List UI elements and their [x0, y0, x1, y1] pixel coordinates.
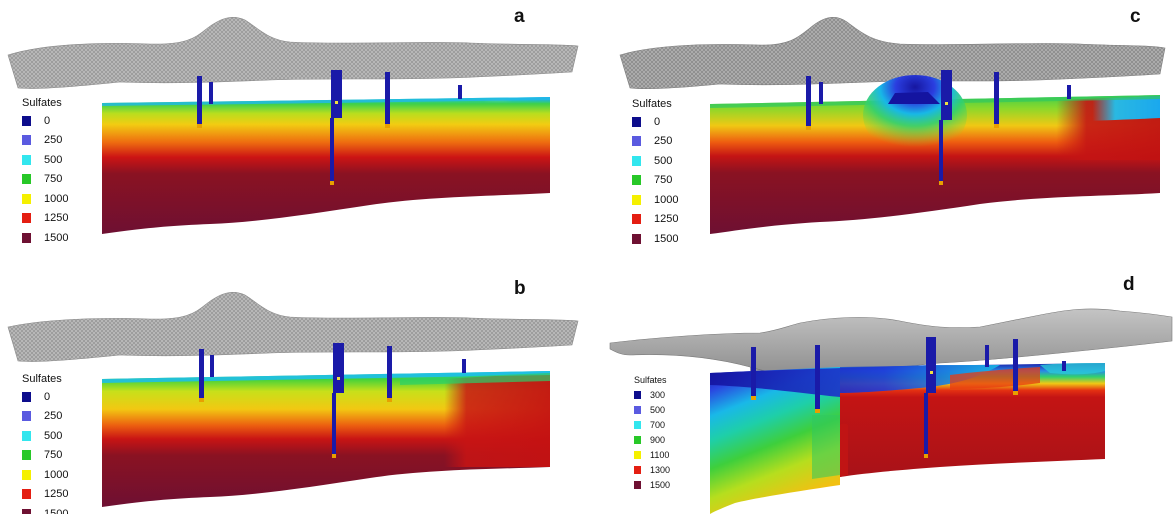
wells — [806, 70, 1071, 184]
legend-swatch — [632, 233, 641, 244]
legend-swatch — [22, 154, 31, 165]
section-a-graphic — [7, 17, 579, 234]
section-d-graphic — [609, 308, 1173, 514]
legend-value: 0 — [44, 390, 51, 403]
legend-swatch — [632, 155, 641, 166]
legend-value: 900 — [650, 434, 666, 445]
legend-value: 500 — [654, 154, 673, 167]
terrain-surface — [7, 17, 579, 89]
terrain-surface — [619, 16, 1166, 90]
legend-swatch — [22, 213, 31, 224]
legend: Sulfates 0 250 500 750 1000 1250 1500 — [632, 98, 678, 249]
legend-swatch — [634, 405, 641, 414]
legend-swatch — [22, 469, 31, 480]
legend-value: 1000 — [44, 468, 69, 481]
section-b-graphic — [7, 292, 579, 507]
legend-swatch — [22, 193, 31, 204]
legend-value: 300 — [650, 389, 666, 400]
legend-value: 250 — [44, 134, 63, 147]
legend-swatch — [22, 135, 31, 146]
legend-value: 250 — [654, 135, 673, 148]
legend-swatch — [22, 115, 31, 126]
legend-value: 1100 — [650, 449, 670, 460]
legend-value: 500 — [44, 153, 63, 166]
legend-swatch — [22, 450, 31, 461]
legend-value: 1500 — [44, 231, 69, 244]
legend-value: 0 — [654, 115, 661, 128]
legend-value: 1500 — [44, 507, 69, 514]
legend-swatch — [22, 232, 31, 243]
legend-value: 500 — [650, 404, 666, 415]
panel-b: b Sulfates 0 250 500 750 1000 1250 1500 — [0, 275, 587, 514]
panel-a: a Sulfates 0 250 500 750 1000 1250 1500 — [0, 0, 587, 257]
legend-title: Sulfates — [22, 373, 62, 385]
legend-value: 700 — [650, 419, 666, 430]
section-c-graphic — [619, 16, 1166, 234]
legend-swatch — [634, 420, 641, 429]
legend: Sulfates 300 500 700 900 1100 1300 1500 — [634, 375, 670, 492]
panel-d: d Sulfates 300 500 700 900 1100 1300 150… — [600, 274, 1174, 514]
legend-value: 1000 — [44, 192, 69, 205]
legend: Sulfates 0 250 500 750 1000 1250 1500 — [22, 373, 68, 514]
legend-swatch — [634, 480, 641, 489]
legend-title: Sulfates — [22, 97, 62, 109]
legend-value: 750 — [44, 449, 63, 462]
legend: Sulfates 0 250 500 750 1000 1250 1500 — [22, 97, 68, 248]
legend-swatch — [634, 390, 641, 399]
legend-swatch — [632, 136, 641, 147]
legend-value: 750 — [44, 173, 63, 186]
legend-title: Sulfates — [632, 98, 672, 110]
legend-value: 750 — [654, 174, 673, 187]
legend-title: Sulfates — [634, 375, 667, 385]
legend-swatch — [634, 450, 641, 459]
wells — [197, 70, 462, 184]
panel-label: b — [514, 278, 526, 299]
legend-swatch — [632, 194, 641, 205]
panel-label: d — [1123, 274, 1135, 295]
legend-swatch — [22, 489, 31, 500]
legend-value: 1500 — [650, 479, 671, 490]
legend-swatch — [22, 174, 31, 185]
legend-value: 250 — [44, 410, 63, 423]
legend-swatch — [634, 435, 641, 444]
legend-value: 1500 — [654, 232, 679, 245]
panel-c: c Sulfates 0 250 500 750 1000 1250 1500 — [600, 0, 1174, 257]
legend-value: 1250 — [44, 488, 69, 501]
legend-swatch — [632, 214, 641, 225]
terrain-surface — [7, 292, 579, 362]
legend-swatch — [22, 391, 31, 402]
legend-value: 500 — [44, 429, 63, 442]
panel-label: a — [514, 6, 525, 27]
wells — [199, 343, 466, 457]
legend-swatch — [632, 116, 641, 127]
wells — [751, 337, 1066, 457]
legend-value: 1250 — [44, 212, 69, 225]
legend-swatch — [634, 465, 641, 474]
legend-value: 1250 — [654, 213, 679, 226]
legend-value: 1000 — [654, 193, 679, 206]
legend-swatch — [22, 508, 31, 514]
legend-swatch — [632, 175, 641, 186]
legend-value: 0 — [44, 114, 51, 127]
legend-swatch — [22, 430, 31, 441]
panel-label: c — [1130, 6, 1141, 27]
legend-swatch — [22, 411, 31, 422]
sulfate-section — [710, 367, 840, 514]
legend-value: 1300 — [650, 464, 671, 475]
